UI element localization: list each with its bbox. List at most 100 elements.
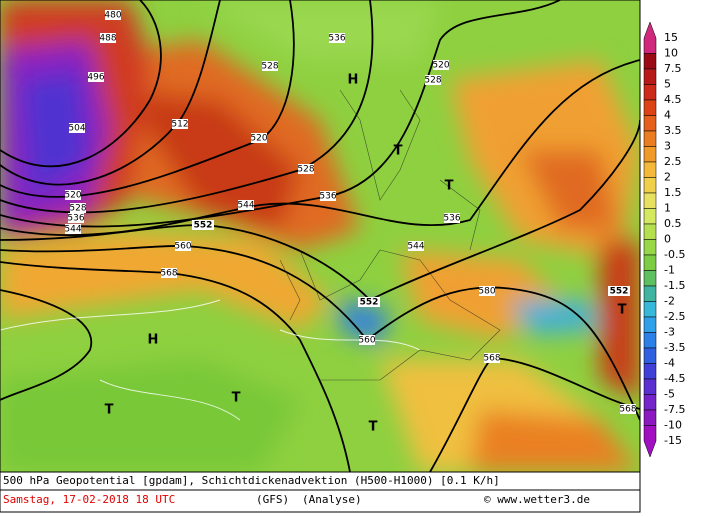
contour-label: 568	[619, 405, 636, 415]
contour-label-bg	[479, 286, 495, 296]
contour-label: 568	[160, 269, 177, 279]
colorbar-swatch	[643, 409, 657, 426]
map	[0, 0, 640, 472]
contour-label-bg	[359, 335, 375, 345]
pressure-center: H	[348, 73, 359, 88]
contour-label: 536	[328, 34, 345, 44]
colorbar-label: 10	[664, 47, 678, 60]
pressure-center: H	[148, 333, 159, 348]
colorbar-swatch	[643, 270, 657, 287]
contour-label: 512	[171, 120, 188, 130]
footer-copyright: © www.wetter3.de	[484, 493, 590, 506]
colorbar-swatch	[643, 208, 657, 225]
colorbar-swatch	[643, 68, 657, 85]
contour-label: 536	[67, 214, 84, 224]
colorbar-swatch	[643, 21, 657, 54]
contour-label-bg	[298, 164, 314, 174]
colorbar-swatch	[643, 394, 657, 411]
contour-label: 560	[174, 242, 191, 252]
contour-label: 544	[407, 242, 424, 252]
colorbar-swatch	[643, 316, 657, 333]
colorbar-swatch	[643, 177, 657, 194]
contour-label-bg	[425, 75, 441, 85]
colorbar-label: 2.5	[664, 155, 682, 168]
contour-label-bg	[192, 220, 214, 230]
colorbar-swatch	[643, 332, 657, 349]
contour-label: 488	[99, 34, 116, 44]
colorbar-swatch	[643, 285, 657, 302]
colorbar-swatch	[643, 254, 657, 271]
colorbar-label: 0	[664, 233, 671, 246]
contour-label: 552	[610, 287, 629, 297]
colorbar-label: -5	[664, 388, 675, 401]
contour-label: 560	[358, 336, 375, 346]
contour-label: 496	[87, 73, 104, 83]
pressure-center: T	[232, 391, 241, 406]
colorbar-swatch	[643, 223, 657, 240]
colorbar-label: -1	[664, 264, 675, 277]
contour-label: 520	[64, 191, 81, 201]
colorbar-label: 2	[664, 171, 671, 184]
colorbar-label: -4	[664, 357, 675, 370]
footer-caption: 500 hPa Geopotential [gpdam], Schichtdic…	[3, 474, 500, 487]
colorbar-label: -15	[664, 434, 682, 447]
contour-label-bg	[69, 123, 85, 133]
contour-label-bg	[444, 213, 460, 223]
colorbar-swatch	[643, 239, 657, 256]
contour-label-bg	[608, 286, 630, 296]
contour-label: 520	[432, 61, 449, 71]
contour-label: 528	[261, 62, 278, 72]
footer-frame	[0, 471, 641, 513]
colorbar-label: 4.5	[664, 93, 682, 106]
footer-date: Samstag, 17-02-2018 18 UTC	[3, 493, 175, 506]
colorbar-label: -3.5	[664, 341, 685, 354]
colorbar-swatch	[643, 53, 657, 70]
colorbar-label: 15	[664, 31, 678, 44]
footer-analysis: (Analyse)	[302, 493, 362, 506]
contour-label-bg	[433, 60, 449, 70]
contour-label: 504	[68, 124, 85, 134]
colorbar-swatch	[643, 347, 657, 364]
colorbar-label: 5	[664, 78, 671, 91]
contour-label-bg	[68, 213, 84, 223]
colorbar-label: -10	[664, 419, 682, 432]
colorbar-swatch	[643, 99, 657, 116]
colorbar-swatch	[643, 192, 657, 209]
contour-label: 580	[478, 287, 495, 297]
contour-label-bg	[65, 224, 81, 234]
contour-label: 528	[69, 204, 86, 214]
contour-label-bg	[262, 61, 278, 71]
contour-label-bg	[172, 119, 188, 129]
colorbar-swatch	[643, 115, 657, 132]
contour-label-bg	[620, 404, 636, 414]
contour-label-bg	[484, 353, 500, 363]
contour-label: 528	[424, 76, 441, 86]
pressure-center: T	[445, 179, 454, 194]
contour-label: 544	[237, 201, 254, 211]
pressure-center: T	[394, 144, 403, 159]
contour-label-bg	[105, 10, 121, 20]
contour-label: 528	[297, 165, 314, 175]
contour-label-bg	[100, 33, 116, 43]
colorbar-swatch	[643, 425, 657, 458]
contour-label-bg	[329, 33, 345, 43]
contour-label-bg	[88, 72, 104, 82]
contour-label-bg	[358, 297, 380, 307]
contour-label: 568	[483, 354, 500, 364]
pressure-center: T	[369, 420, 378, 435]
colorbar-label: -1.5	[664, 279, 685, 292]
colorbar-label: -7.5	[664, 403, 685, 416]
contour-label-bg	[161, 268, 177, 278]
contour-label: 544	[64, 225, 81, 235]
contour-label: 552	[360, 298, 379, 308]
footer-model: (GFS)	[256, 493, 289, 506]
contour-label-bg	[175, 241, 191, 251]
contour-label-bg	[65, 190, 81, 200]
colorbar-label: -2.5	[664, 310, 685, 323]
colorbar-label: -3	[664, 326, 675, 339]
colorbar-swatch	[643, 161, 657, 178]
contour-label-bg	[320, 191, 336, 201]
colorbar-label: 3	[664, 140, 671, 153]
colorbar-label: 1	[664, 202, 671, 215]
colorbar-label: 4	[664, 109, 671, 122]
